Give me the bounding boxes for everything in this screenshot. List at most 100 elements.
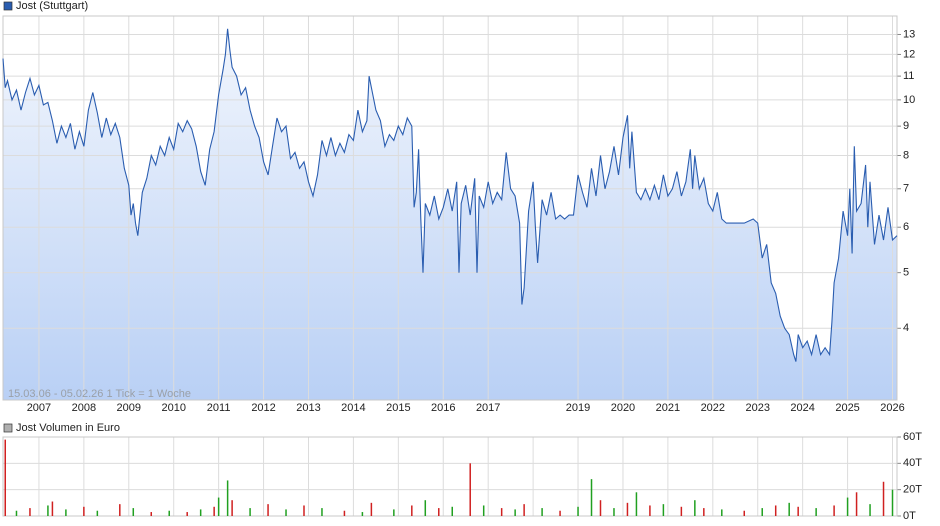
y-tick-label: 20T — [903, 484, 922, 496]
volume-bar — [703, 508, 705, 516]
y-tick-label: 5 — [903, 267, 909, 279]
volume-bar — [424, 500, 427, 516]
volume-bar — [680, 506, 683, 516]
volume-bar — [451, 506, 453, 516]
volume-bar — [855, 492, 858, 516]
y-tick-label: 7 — [903, 183, 909, 195]
plot-layer — [3, 28, 897, 401]
volume-bar — [788, 502, 790, 516]
volume-bar — [815, 508, 817, 516]
volume-bar — [662, 504, 665, 516]
volume-bar — [119, 504, 121, 516]
volume-bar — [635, 492, 638, 516]
x-tick-label: 2025 — [835, 402, 859, 414]
y-tick-label: 11 — [903, 70, 914, 82]
volume-bar — [541, 508, 543, 516]
x-tick-label: 2008 — [72, 402, 96, 414]
volume-bar — [29, 508, 31, 516]
plot-frame — [2, 436, 898, 517]
volume-bar — [482, 505, 485, 516]
volume-bar — [168, 510, 170, 516]
legend-swatch — [3, 423, 13, 433]
y-tick-label: 12 — [903, 48, 915, 60]
volume-bar — [559, 510, 561, 516]
volume-bar — [590, 479, 593, 516]
price-area — [3, 28, 897, 401]
x-tick-label: 2024 — [790, 402, 814, 414]
volume-bar — [869, 504, 871, 516]
volume-bar — [370, 502, 373, 516]
range-note: 15.03.06 - 05.02.26 1 Tick = 1 Woche — [8, 388, 191, 400]
volume-bar — [833, 505, 835, 516]
volume-bar — [599, 500, 602, 516]
legend-label: Jost Volumen in Euro — [16, 422, 120, 434]
x-tick-label: 2023 — [745, 402, 769, 414]
volume-bar — [96, 510, 99, 516]
volume-bar — [438, 508, 440, 516]
volume-bar — [199, 509, 202, 516]
volume-bar — [132, 508, 135, 516]
volume-bar — [523, 504, 525, 516]
y-tick-label: 13 — [903, 28, 915, 40]
volume-bar — [65, 509, 67, 516]
x-tick-label: 2011 — [207, 402, 231, 414]
volume-bar — [500, 508, 503, 516]
volume-bar — [186, 512, 188, 516]
volume-bar — [743, 510, 746, 516]
volume-bar — [626, 502, 629, 516]
x-tick-label: 2019 — [566, 402, 590, 414]
volume-bar — [891, 489, 894, 516]
volume-bar — [51, 501, 54, 516]
plot-frame — [2, 15, 898, 401]
x-tick-label: 2020 — [611, 402, 635, 414]
x-tick-label: 2007 — [27, 402, 51, 414]
price-line — [2, 28, 898, 362]
y-tick-label: 9 — [903, 120, 909, 132]
volume-bar — [150, 512, 153, 516]
x-tick-label: 2010 — [161, 402, 185, 414]
volume-bar — [577, 506, 579, 516]
volume-bar — [83, 506, 85, 516]
volume-bar — [47, 505, 49, 516]
volume-bar — [882, 481, 885, 516]
y-tick-label: 60T — [903, 431, 922, 443]
volume-bar — [231, 500, 233, 516]
y-tick-label: 8 — [903, 149, 909, 161]
volume-bar — [721, 509, 723, 516]
x-tick-label: 2012 — [251, 402, 275, 414]
volume-bar — [213, 506, 215, 516]
volume-bar — [226, 480, 229, 516]
volume-bar — [15, 510, 18, 516]
volume-bar — [321, 508, 323, 516]
y-tick-label: 10 — [903, 94, 915, 106]
x-tick-label: 2017 — [476, 402, 500, 414]
volume-bar — [411, 505, 413, 516]
volume-bar — [4, 439, 6, 516]
volume-bar — [613, 508, 615, 516]
y-tick-label: 0T — [903, 510, 916, 522]
x-tick-label: 2026 — [880, 402, 904, 414]
volume-bar — [267, 504, 269, 516]
volume-bar — [303, 505, 305, 516]
price-chart: 2007 2008 2009 2010 2011 2012 2013 2014 2015 2016… — [2, 0, 915, 414]
volume-bar — [846, 497, 849, 516]
y-tick-label: 4 — [903, 322, 909, 334]
volume-bar — [514, 509, 516, 516]
x-tick-label: 2016 — [431, 402, 455, 414]
volume-bar — [694, 500, 696, 516]
y-tick-label: 6 — [903, 221, 909, 233]
volume-bar — [361, 512, 364, 516]
volume-bar — [217, 497, 220, 516]
volume-bar — [285, 509, 287, 516]
volume-bar — [343, 510, 346, 516]
x-tick-label: 2013 — [296, 402, 320, 414]
volume-bar — [797, 506, 799, 516]
legend-swatch — [3, 1, 13, 11]
volume-bar — [649, 505, 651, 516]
x-tick-label: 2022 — [701, 402, 725, 414]
volume-bar — [393, 509, 395, 516]
volume-bar — [469, 463, 471, 516]
volume-chart: 0T 20T 40T 60T Jost Volumen in Euro — [2, 422, 922, 522]
x-tick-label: 2014 — [341, 402, 365, 414]
